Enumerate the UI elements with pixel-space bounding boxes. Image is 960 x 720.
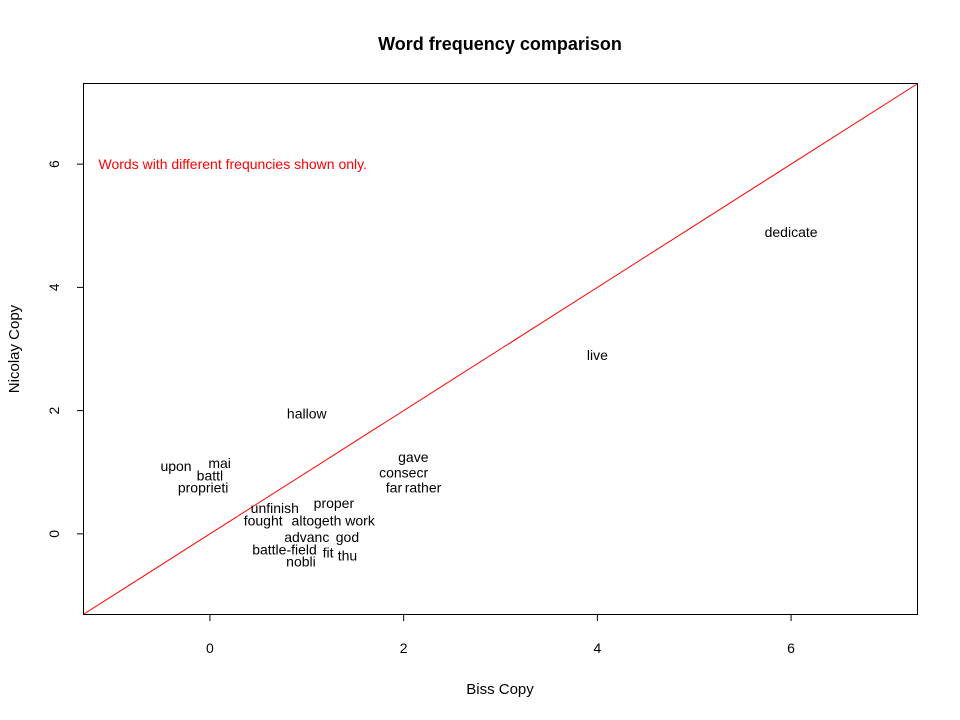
word-point-label: upon — [160, 458, 191, 474]
x-axis: 0 2 4 6 — [206, 614, 795, 656]
word-point-label: altogeth — [292, 512, 342, 528]
y-tick-label: 0 — [46, 530, 62, 538]
word-point-label: battl — [197, 467, 223, 483]
word-point-label: thu — [338, 547, 357, 563]
chart-title: Word frequency comparison — [378, 34, 622, 54]
word-point-label: far — [386, 480, 403, 496]
x-tick-label: 2 — [400, 640, 408, 656]
word-point-label: rather — [405, 480, 442, 496]
word-point-label: proprieti — [178, 480, 229, 496]
word-point-label: advanc — [284, 529, 329, 545]
y-axis-title: Nicolay Copy — [6, 304, 23, 393]
word-point-label: nobli — [286, 554, 316, 570]
word-point-label: work — [344, 512, 376, 528]
word-point-label: fought — [244, 512, 283, 528]
y-tick-label: 6 — [46, 160, 62, 168]
word-point-label: hallow — [287, 406, 328, 422]
word-point-label: god — [336, 529, 359, 545]
word-point-label: dedicate — [765, 224, 818, 240]
identity-reference-line — [83, 83, 918, 615]
word-point-label: fit — [323, 544, 334, 560]
filter-note: Words with different frequncies shown on… — [99, 156, 367, 172]
word-point-label: gave — [398, 449, 429, 465]
y-tick-label: 4 — [46, 283, 62, 291]
word-point-label: unfinish — [251, 500, 299, 516]
word-point-label: mai — [208, 455, 231, 471]
x-tick-label: 6 — [787, 640, 795, 656]
y-axis: 0 2 4 6 — [46, 160, 84, 538]
x-tick-label: 0 — [206, 640, 214, 656]
word-point-label: proper — [314, 495, 355, 511]
word-point-label: consecr — [379, 464, 428, 480]
x-tick-label: 4 — [593, 640, 601, 656]
x-axis-title: Biss Copy — [466, 681, 534, 698]
word-point-label: live — [587, 347, 608, 363]
word-point-label: battle-field — [252, 541, 317, 557]
y-tick-label: 2 — [46, 407, 62, 415]
